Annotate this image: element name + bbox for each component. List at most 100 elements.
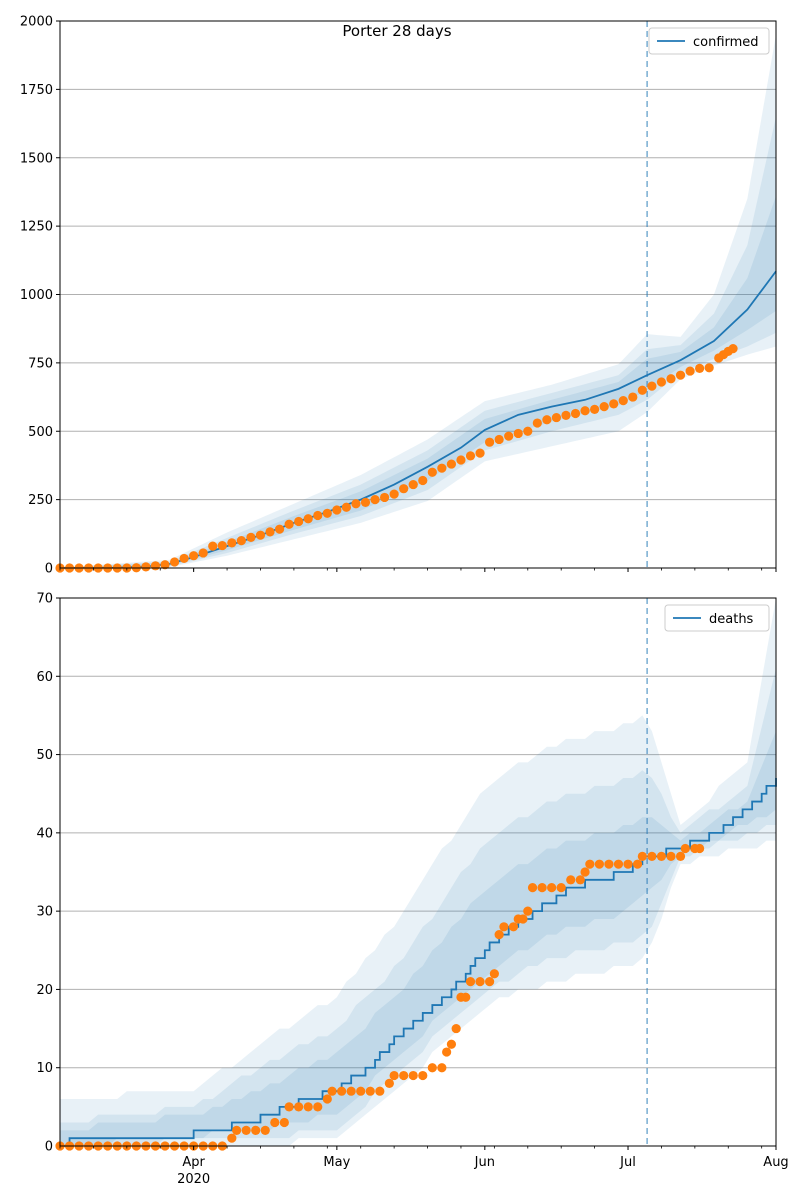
data-point: [489, 969, 499, 979]
data-point: [637, 851, 647, 861]
data-point: [399, 1070, 409, 1081]
y-tick-label: 20: [36, 983, 53, 998]
data-point: [695, 363, 705, 373]
data-point: [551, 412, 562, 423]
data-point: [360, 497, 371, 507]
data-point: [270, 1117, 280, 1128]
data-point: [313, 510, 323, 521]
y-tick-label: 70: [36, 592, 53, 607]
data-point: [284, 1102, 294, 1112]
data-point: [556, 883, 566, 893]
data-point: [594, 859, 604, 869]
x-tick-label: Aug: [763, 1155, 788, 1170]
data-point: [609, 399, 619, 409]
data-point: [332, 505, 342, 515]
data-point: [675, 370, 686, 380]
data-point: [547, 883, 557, 893]
data-point: [604, 859, 614, 869]
legend-box: [664, 604, 770, 632]
data-point: [566, 875, 576, 885]
data-point: [160, 560, 170, 570]
data-point: [141, 562, 151, 572]
data-point: [465, 977, 476, 987]
data-point: [504, 431, 514, 441]
data-point: [446, 459, 457, 469]
y-tick-label: 250: [28, 493, 53, 508]
confirmed-panel: 0 250 500 750 1000 1250 1500 1750 2000 confirmed: [20, 15, 777, 577]
data-point: [585, 859, 595, 869]
data-point: [389, 1070, 399, 1081]
data-point: [189, 551, 199, 561]
data-point: [437, 463, 447, 473]
x-tick-label: May: [323, 1155, 350, 1170]
data-point: [446, 1039, 457, 1049]
data-point: [461, 992, 471, 1002]
data-point: [456, 455, 466, 465]
data-point: [356, 1086, 366, 1096]
data-point: [647, 851, 657, 861]
data-point: [580, 867, 590, 877]
data-point: [628, 392, 638, 402]
data-point: [680, 843, 690, 854]
data-point: [313, 1102, 323, 1112]
data-point: [294, 1102, 304, 1112]
data-point: [675, 851, 686, 861]
data-point: [656, 377, 667, 387]
data-point: [485, 437, 495, 447]
data-point: [523, 426, 533, 436]
data-point: [236, 536, 246, 546]
data-point: [437, 1063, 447, 1073]
data-point: [169, 557, 180, 567]
data-point: [666, 374, 676, 384]
y-tick-label: 500: [28, 425, 53, 440]
y-tick-label: 2000: [20, 15, 53, 30]
data-point: [494, 434, 504, 445]
data-point: [685, 366, 695, 376]
data-point: [284, 519, 294, 529]
y-tick-label: 1000: [20, 288, 53, 303]
data-point: [279, 1117, 289, 1128]
uncertainty-band: [60, 598, 776, 1146]
data-point: [251, 1125, 261, 1135]
data-point: [265, 527, 275, 537]
data-point: [499, 922, 509, 932]
y-tick-label: 10: [36, 1061, 53, 1076]
uncertainty-band: [60, 731, 776, 1146]
data-point: [599, 402, 609, 412]
data-point: [695, 843, 705, 854]
axes-frame: [59, 597, 777, 1147]
data-point: [322, 508, 332, 518]
data-point: [322, 1094, 332, 1104]
data-point: [451, 1023, 461, 1034]
data-point: [384, 1078, 394, 1088]
data-point: [542, 415, 552, 425]
x-tick-sublabel: 2020: [177, 1172, 210, 1187]
uncertainty-band: [60, 668, 776, 1146]
data-point: [532, 418, 542, 428]
data-point: [527, 883, 538, 893]
model-line: [59, 270, 777, 569]
data-point: [523, 906, 533, 916]
data-point: [427, 1063, 437, 1073]
data-point: [346, 1086, 356, 1096]
data-point: [618, 396, 628, 406]
y-tick-label: 1250: [20, 220, 53, 235]
y-tick-label: 750: [28, 356, 53, 371]
data-point: [294, 516, 304, 527]
data-point: [365, 1086, 375, 1096]
y-tick-label: 30: [36, 905, 53, 920]
data-point: [327, 1086, 337, 1096]
data-point: [427, 467, 437, 477]
data-point: [217, 540, 227, 551]
data-point: [537, 883, 547, 893]
data-point: [647, 381, 657, 391]
data-point: [475, 448, 485, 458]
data-point: [227, 538, 237, 548]
x-tick-label: Jun: [474, 1155, 495, 1170]
data-point: [623, 859, 633, 869]
data-point: [513, 428, 523, 439]
legend-label: confirmed: [693, 35, 759, 50]
y-tick-label: 0: [45, 1140, 53, 1155]
axes-frame: [59, 20, 777, 569]
data-point: [341, 502, 351, 512]
